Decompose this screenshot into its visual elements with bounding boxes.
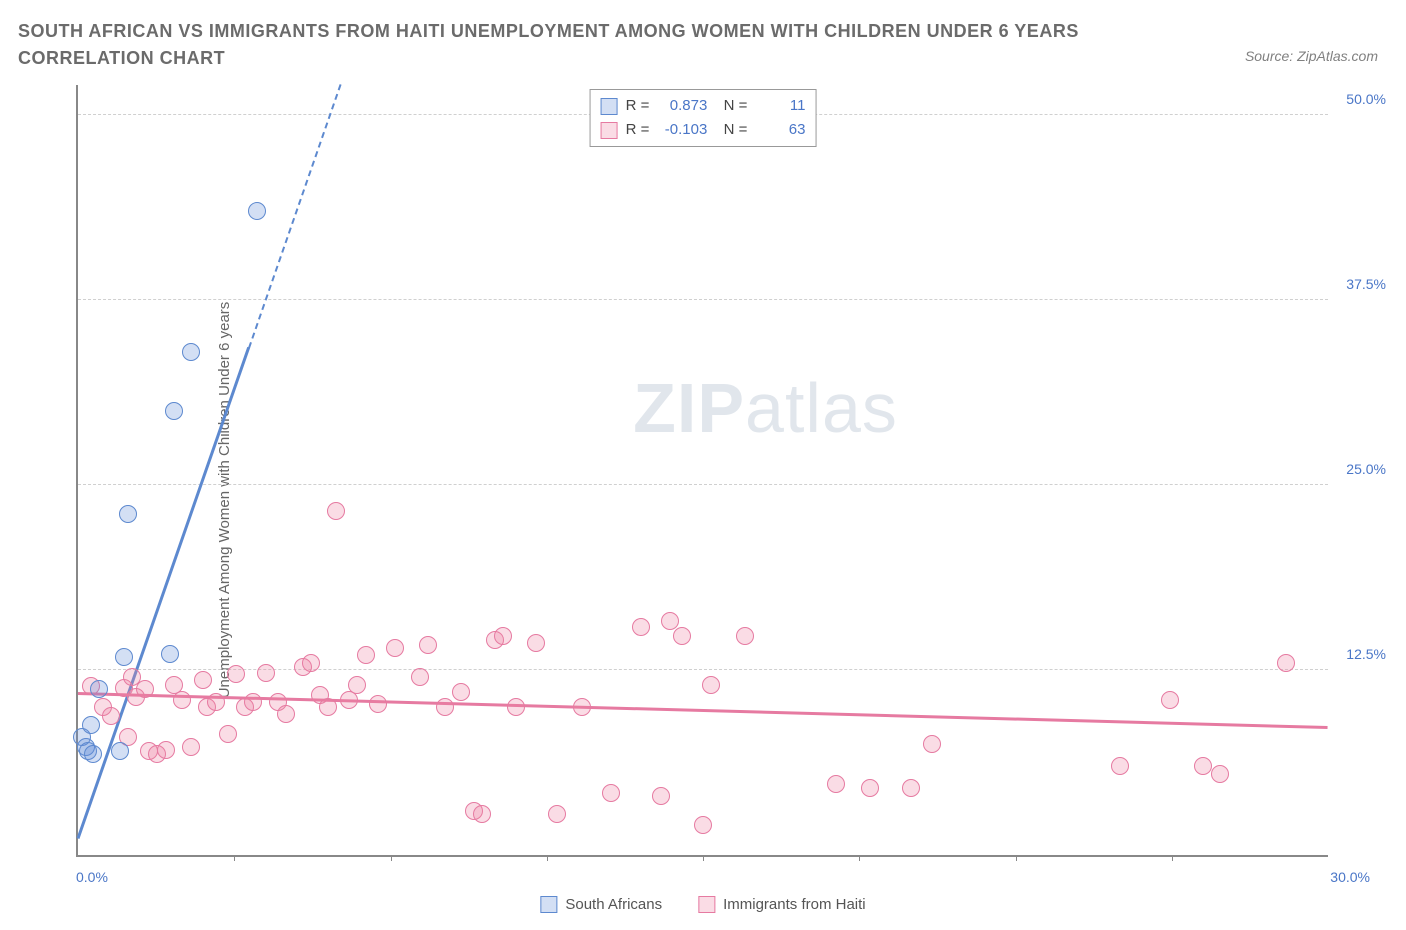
data-point xyxy=(632,618,650,636)
legend-item-series-0: South Africans xyxy=(540,896,662,913)
data-point xyxy=(411,668,429,686)
data-point xyxy=(827,775,845,793)
x-tick-mark xyxy=(1016,855,1017,861)
x-tick-mark xyxy=(391,855,392,861)
data-point xyxy=(602,784,620,802)
data-point xyxy=(436,698,454,716)
data-point xyxy=(419,636,437,654)
data-point xyxy=(319,698,337,716)
stats-row-series-0: R = 0.873 N = 11 xyxy=(601,94,806,118)
data-point xyxy=(165,402,183,420)
data-point xyxy=(702,676,720,694)
data-point xyxy=(573,698,591,716)
series-1-swatch xyxy=(698,896,715,913)
gridline xyxy=(78,484,1328,485)
data-point xyxy=(673,627,691,645)
data-point xyxy=(219,725,237,743)
data-point xyxy=(257,664,275,682)
data-point xyxy=(661,612,679,630)
data-point xyxy=(327,502,345,520)
data-point xyxy=(90,680,108,698)
data-point xyxy=(194,671,212,689)
series-1-r-value: -0.103 xyxy=(657,118,707,142)
x-axis-min-label: 0.0% xyxy=(76,869,108,885)
x-tick-mark xyxy=(234,855,235,861)
x-tick-mark xyxy=(547,855,548,861)
data-point xyxy=(652,787,670,805)
series-0-name: South Africans xyxy=(565,896,662,913)
stats-row-series-1: R = -0.103 N = 63 xyxy=(601,118,806,142)
data-point xyxy=(507,698,525,716)
data-point xyxy=(136,680,154,698)
data-point xyxy=(1194,757,1212,775)
data-point xyxy=(227,665,245,683)
plot-area: ZIPatlas R = 0.873 N = 11 R = -0.103 N =… xyxy=(76,85,1328,857)
series-1-name: Immigrants from Haiti xyxy=(723,896,866,913)
x-tick-mark xyxy=(859,855,860,861)
data-point xyxy=(157,741,175,759)
data-point xyxy=(473,805,491,823)
chart-title: SOUTH AFRICAN VS IMMIGRANTS FROM HAITI U… xyxy=(18,18,1118,72)
series-1-swatch xyxy=(601,122,618,139)
r-label: R = xyxy=(626,118,650,142)
y-tick-label: 50.0% xyxy=(1336,91,1386,107)
data-point xyxy=(902,779,920,797)
series-0-r-value: 0.873 xyxy=(657,94,707,118)
watermark-bold: ZIP xyxy=(633,369,745,447)
data-point xyxy=(386,639,404,657)
x-axis-max-label: 30.0% xyxy=(1330,869,1370,885)
data-point xyxy=(527,634,545,652)
data-point xyxy=(111,742,129,760)
data-point xyxy=(548,805,566,823)
trend-line xyxy=(77,347,251,839)
trend-line xyxy=(78,692,1328,729)
chart-container: Unemployment Among Women with Children U… xyxy=(18,85,1388,915)
data-point xyxy=(1211,765,1229,783)
x-tick-mark xyxy=(1172,855,1173,861)
data-point xyxy=(173,691,191,709)
n-label: N = xyxy=(715,94,747,118)
correlation-stats-box: R = 0.873 N = 11 R = -0.103 N = 63 xyxy=(590,89,817,147)
data-point xyxy=(277,705,295,723)
series-0-n-value: 11 xyxy=(755,94,805,118)
n-label: N = xyxy=(715,118,747,142)
series-1-n-value: 63 xyxy=(755,118,805,142)
data-point xyxy=(248,202,266,220)
y-tick-label: 25.0% xyxy=(1336,461,1386,477)
data-point xyxy=(369,695,387,713)
data-point xyxy=(1161,691,1179,709)
data-point xyxy=(102,707,120,725)
data-point xyxy=(923,735,941,753)
series-legend: South Africans Immigrants from Haiti xyxy=(540,896,865,913)
data-point xyxy=(1111,757,1129,775)
data-point xyxy=(348,676,366,694)
r-label: R = xyxy=(626,94,650,118)
data-point xyxy=(452,683,470,701)
data-point xyxy=(82,716,100,734)
watermark-light: atlas xyxy=(745,369,898,447)
data-point xyxy=(182,343,200,361)
source-attribution: Source: ZipAtlas.com xyxy=(1245,48,1378,64)
watermark: ZIPatlas xyxy=(633,368,898,448)
data-point xyxy=(182,738,200,756)
series-0-swatch xyxy=(540,896,557,913)
legend-item-series-1: Immigrants from Haiti xyxy=(698,896,866,913)
data-point xyxy=(694,816,712,834)
data-point xyxy=(736,627,754,645)
data-point xyxy=(119,505,137,523)
series-0-swatch xyxy=(601,98,618,115)
x-tick-mark xyxy=(703,855,704,861)
data-point xyxy=(84,745,102,763)
data-point xyxy=(244,693,262,711)
y-tick-label: 37.5% xyxy=(1336,276,1386,292)
data-point xyxy=(302,654,320,672)
data-point xyxy=(207,693,225,711)
data-point xyxy=(861,779,879,797)
data-point xyxy=(357,646,375,664)
data-point xyxy=(1277,654,1295,672)
data-point xyxy=(494,627,512,645)
y-tick-label: 12.5% xyxy=(1336,646,1386,662)
data-point xyxy=(161,645,179,663)
data-point xyxy=(115,648,133,666)
